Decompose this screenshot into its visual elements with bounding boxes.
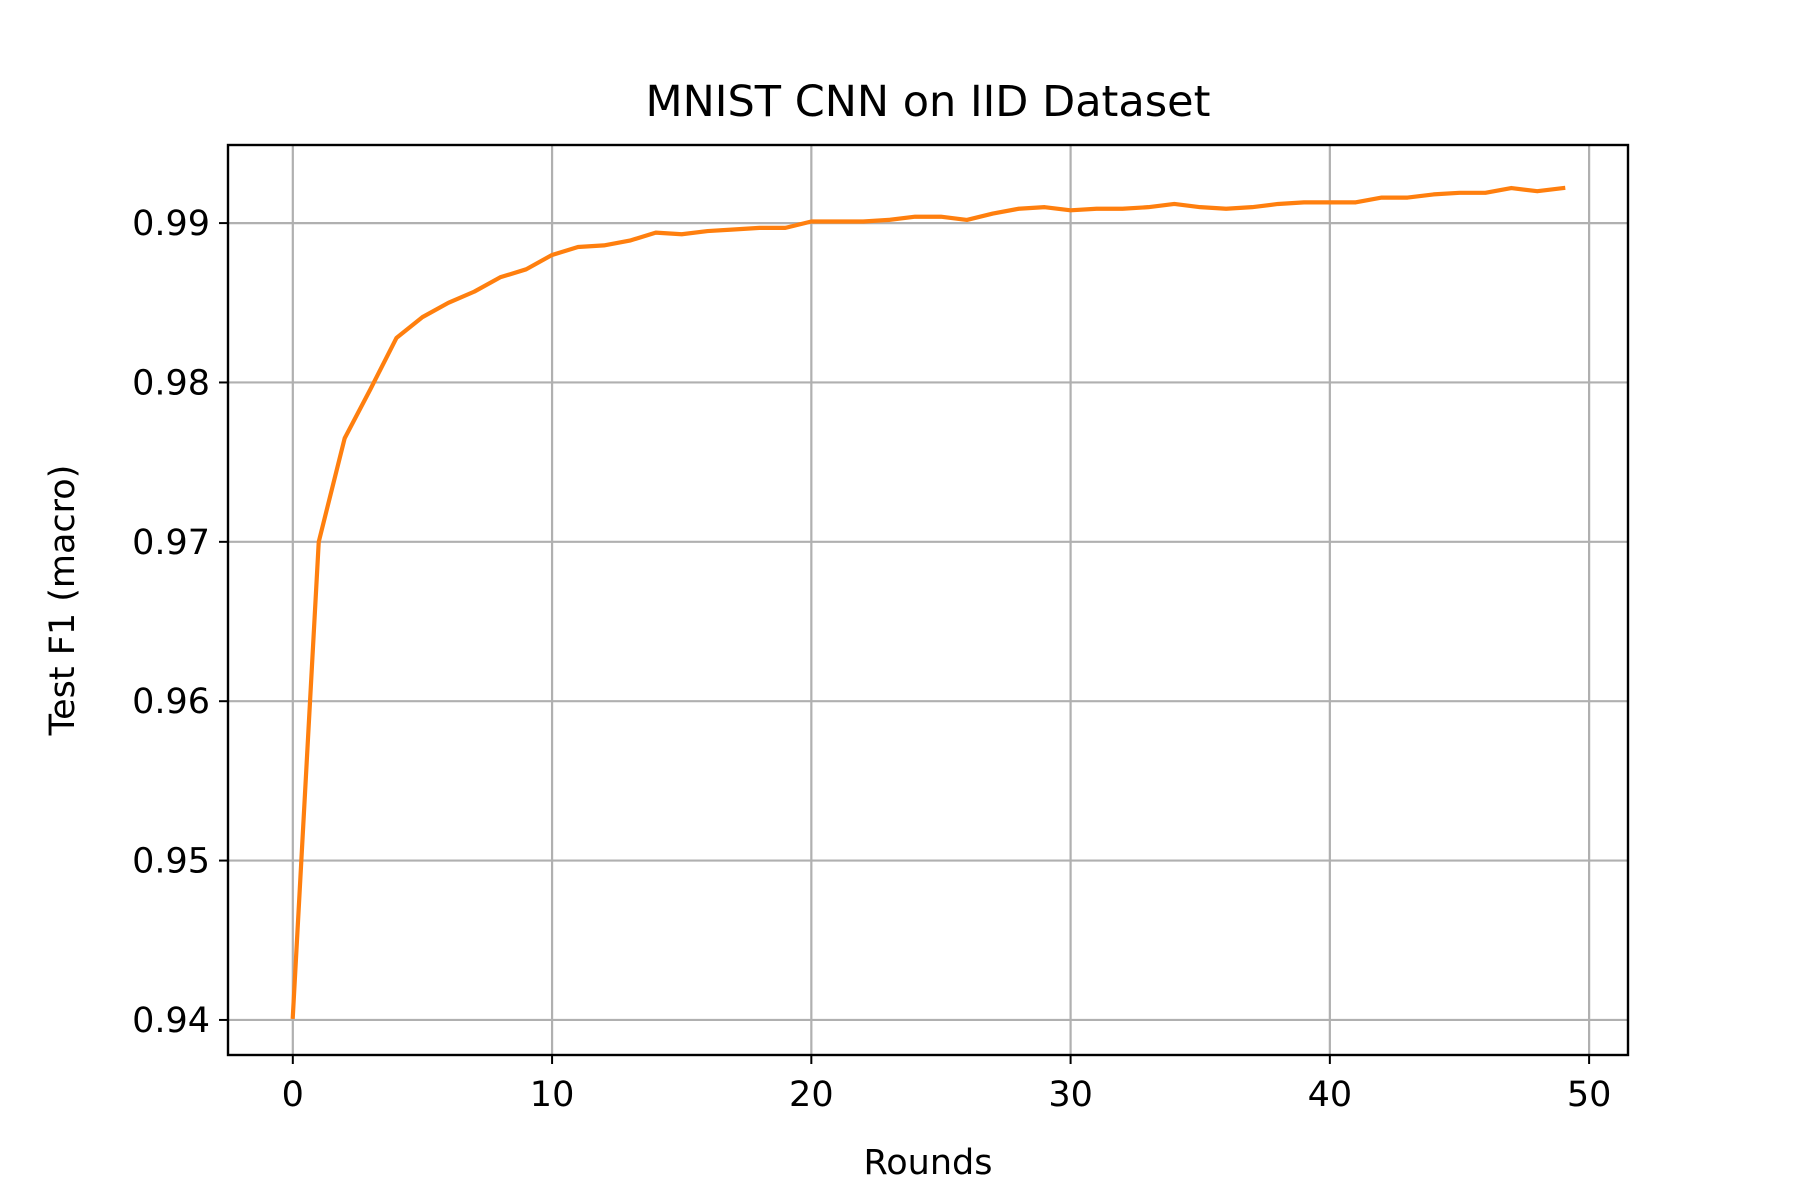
x-tick-label: 50: [1567, 1075, 1612, 1115]
y-tick-label: 0.95: [132, 842, 210, 882]
series-line-0: [290, 185, 1566, 1019]
grid: [228, 145, 1628, 1055]
x-tick-label: 0: [282, 1075, 304, 1115]
x-tick-label: 40: [1308, 1075, 1353, 1115]
y-tick-label: 0.97: [132, 523, 210, 563]
x-tick-label: 10: [530, 1075, 575, 1115]
x-tick-label: 20: [789, 1075, 834, 1115]
x-axis-label: Rounds: [864, 1143, 993, 1183]
y-tick-label: 0.99: [132, 204, 210, 244]
y-tick-label: 0.96: [132, 682, 210, 722]
plot-frame: [226, 143, 1630, 1057]
x-tick-label: 30: [1048, 1075, 1093, 1115]
series-layer: [290, 185, 1566, 1019]
y-tick-label: 0.98: [132, 363, 210, 403]
axis-ticks: 0 10 20 30 40 50 0.94 0.95 0.96 0.97 0.98 0.99: [132, 204, 1611, 1115]
chart-title: MNIST CNN on IID Dataset: [646, 77, 1211, 127]
y-axis-label: Test F1 (macro): [43, 465, 83, 737]
y-tick-label: 0.94: [132, 1001, 210, 1041]
